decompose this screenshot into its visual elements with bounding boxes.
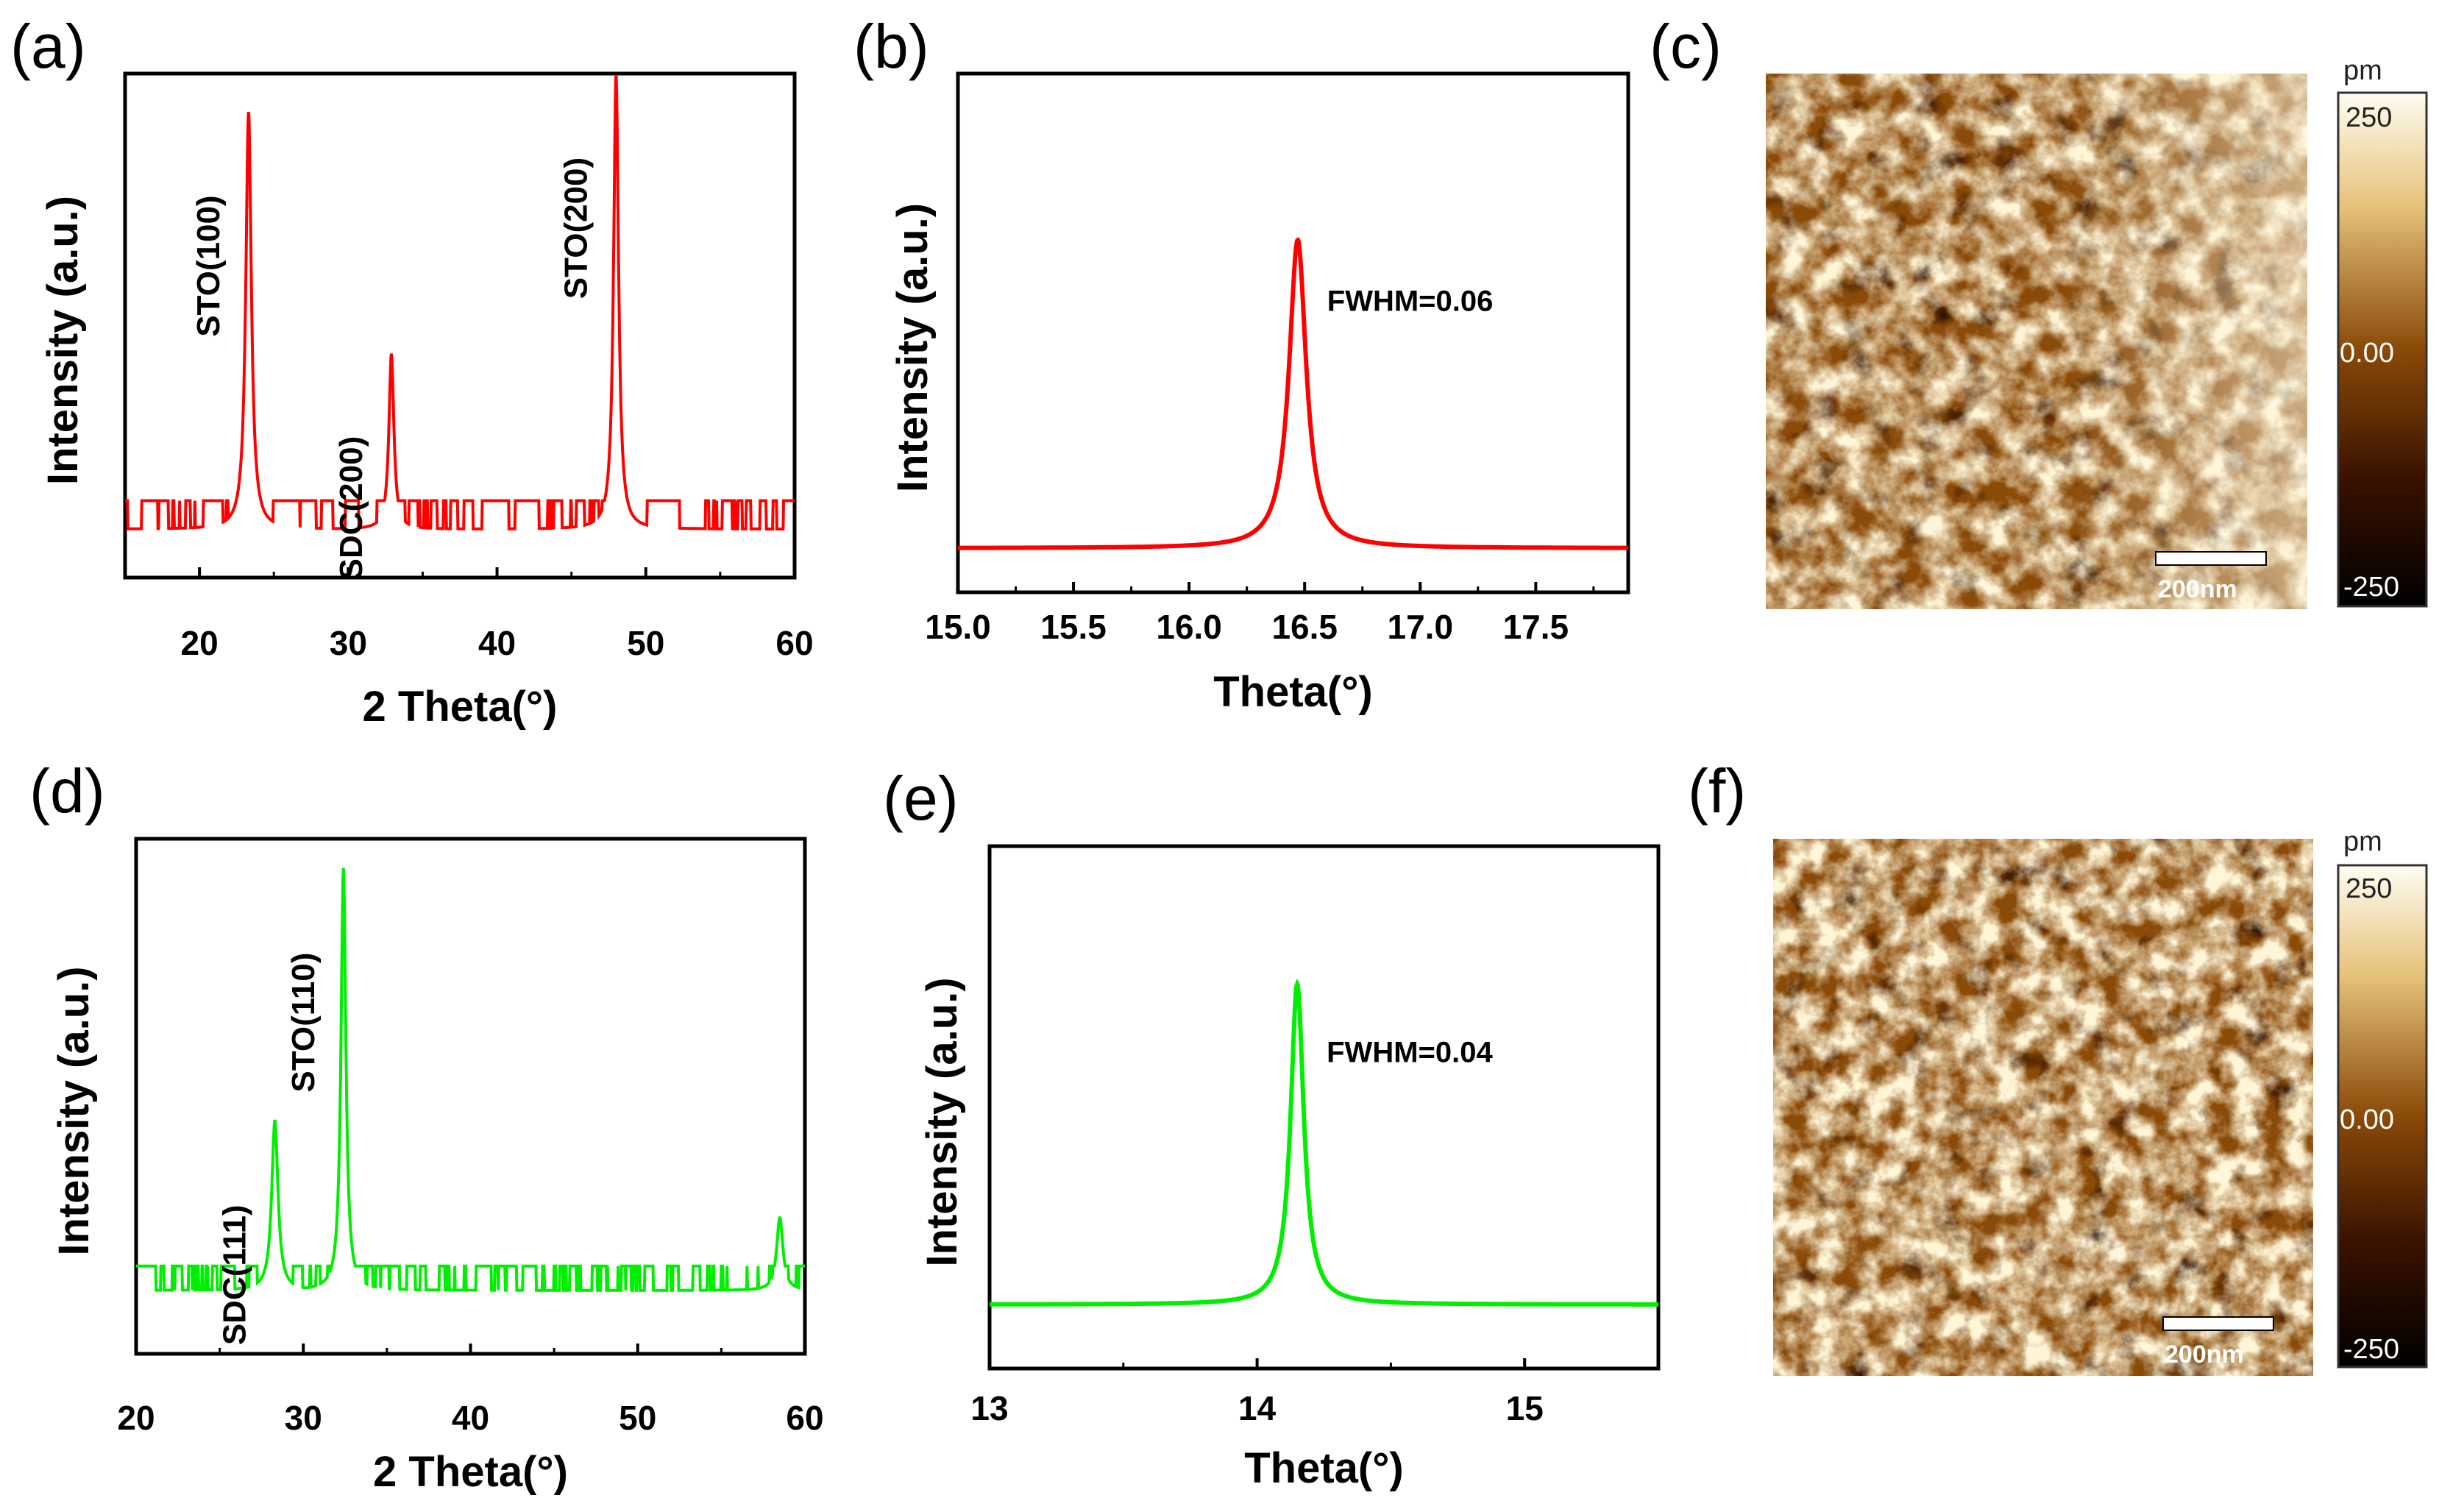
peak-label: SDC(200) [333, 436, 369, 581]
colorbar-c: pm 250 0.00 -250 [2337, 55, 2428, 608]
peak-label: STO(100) [191, 195, 227, 336]
plot-frame [956, 71, 1630, 594]
x-tick-label: 40 [478, 624, 516, 662]
data-series-line [125, 74, 795, 531]
x-tick-label: 17.5 [1503, 608, 1569, 646]
colorbar-min-f: -250 [2343, 1334, 2399, 1365]
x-axis-title: 2 Theta(°) [373, 1448, 568, 1496]
panel-letter-d: (d) [29, 756, 105, 826]
x-tick-label: 30 [330, 624, 367, 662]
colorbar-mid-c: 0.00 [2340, 338, 2394, 369]
plot-frame [987, 844, 1661, 1371]
plot-frame [123, 71, 797, 580]
x-tick-label: 17.0 [1388, 608, 1454, 646]
colorbar-mid-f: 0.00 [2340, 1104, 2394, 1135]
scale-bar-c [2155, 551, 2267, 566]
rocking-curve-chart-e: 13 14 15 Theta(°) Intensity (a.u.) FWHM=0.04 [918, 844, 1661, 1492]
peak-label: STO(200) [558, 157, 594, 299]
x-tick-label: 15.0 [925, 608, 991, 646]
panel-letter-e: (e) [883, 764, 959, 833]
panel-letter-a: (a) [10, 12, 86, 81]
fwhm-annotation: FWHM=0.04 [1327, 1037, 1493, 1069]
xrd-chart-d: 20 30 40 50 60 2 Theta(°) Intensity (a.u.) SDC(… [50, 837, 824, 1496]
y-axis-title: Intensity (a.u.) [889, 203, 937, 492]
y-axis-title: Intensity (a.u.) [50, 966, 98, 1255]
panel-letter-f: (f) [1688, 756, 1746, 826]
colorbar-f: pm 250 0.00 -250 [2337, 826, 2428, 1369]
scale-bar-f [2162, 1316, 2274, 1331]
x-tick-label: 30 [285, 1399, 322, 1437]
data-series-line [958, 237, 1628, 550]
x-tick-label: 15 [1506, 1389, 1544, 1427]
x-tick-label: 15.5 [1040, 608, 1107, 646]
xrd-chart-a: 20 30 40 50 60 2 Theta(°) Intensity (a.u.) STO(… [39, 71, 814, 731]
colorbar-max-f: 250 [2346, 873, 2392, 904]
x-tick-label: 14 [1238, 1389, 1277, 1427]
x-tick-label: 60 [775, 624, 813, 662]
x-axis-title: Theta(°) [1244, 1444, 1404, 1492]
colorbar-max-c: 250 [2346, 102, 2392, 133]
colorbar-unit-f: pm [2343, 826, 2382, 857]
scale-bar-label-f: 200nm [2165, 1341, 2244, 1369]
colorbar-min-c: -250 [2343, 572, 2399, 603]
x-axis-title: Theta(°) [1213, 668, 1373, 716]
x-tick-label: 16.0 [1156, 608, 1222, 646]
x-tick-label: 16.5 [1271, 608, 1338, 646]
y-axis-title: Intensity (a.u.) [918, 977, 966, 1266]
fwhm-annotation: FWHM=0.06 [1327, 285, 1494, 318]
data-series-line [990, 979, 1658, 1307]
x-axis-title: 2 Theta(°) [363, 683, 558, 731]
colorbar-unit-c: pm [2343, 55, 2382, 86]
x-tick-label: 40 [452, 1399, 489, 1437]
x-tick-label: 60 [786, 1399, 823, 1437]
x-tick-label: 50 [619, 1399, 656, 1437]
panel-letter-b: (b) [853, 12, 929, 81]
peak-label: STO(110) [285, 953, 322, 1093]
scale-bar-label-c: 200nm [2158, 575, 2237, 603]
afm-image-f: 200nm [1773, 839, 2313, 1376]
x-tick-label: 20 [117, 1399, 155, 1437]
x-tick-label: 13 [970, 1389, 1008, 1427]
y-axis-title: Intensity (a.u.) [39, 196, 87, 485]
x-tick-label: 50 [627, 624, 664, 662]
x-tick-label: 20 [181, 624, 219, 662]
afm-image-c: 200nm [1766, 74, 2307, 609]
peak-label: SDC(111) [217, 1204, 253, 1345]
panel-letter-c: (c) [1650, 12, 1722, 81]
rocking-curve-chart-b: 15.0 15.5 16.0 16.5 17.0 17.5 Theta(°) Intensit… [889, 71, 1630, 716]
data-series-line [136, 867, 805, 1292]
